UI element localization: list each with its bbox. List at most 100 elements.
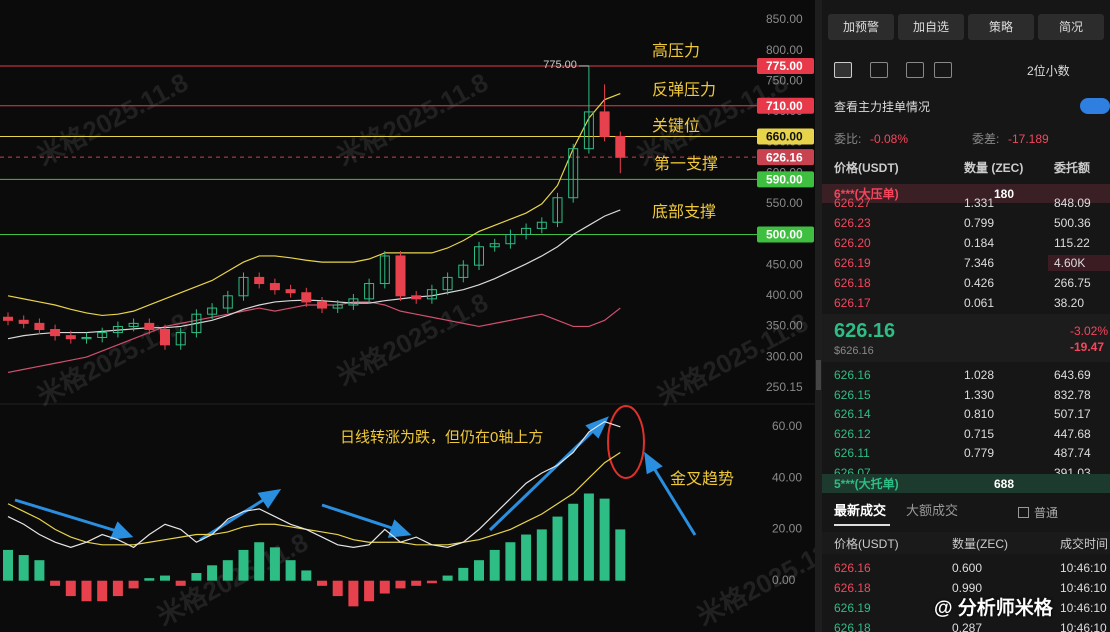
bid-row: 626.11 (834, 446, 870, 460)
ratio-label: 委比: (834, 132, 862, 146)
ask-row: 0.061 (964, 296, 995, 310)
macd-bar (426, 580, 437, 584)
trade-row: 10:46:10 (1060, 581, 1107, 595)
view-icon (906, 62, 924, 78)
macd-tick-label: 0.00 (772, 573, 796, 587)
candle-body (615, 135, 626, 158)
decimals: 2位小数 (1027, 64, 1070, 78)
macd-bar (583, 493, 594, 581)
macd-bar (65, 580, 76, 597)
ask-row: 626.23 (834, 216, 871, 230)
trade-header: 价格(USDT) (834, 537, 899, 551)
macd-bar (112, 580, 123, 597)
macd-bar (379, 580, 390, 594)
level-label: 775.00 (766, 59, 803, 73)
peak-label: 775.00 (543, 59, 577, 71)
trade-header: 成交时间 (1060, 537, 1109, 551)
normal-label: 普通 (1034, 506, 1059, 520)
candle-body (50, 329, 61, 337)
candle-body (269, 283, 280, 291)
level-label: 500.00 (766, 228, 803, 242)
last-usd: $626.16 (834, 345, 874, 357)
macd-bar (285, 560, 296, 581)
macd-bar (442, 575, 453, 581)
bid-row: 1.028 (964, 368, 995, 382)
candle-body (222, 295, 233, 309)
macd-bar (97, 580, 108, 602)
level-tag (757, 226, 814, 243)
candle-body (489, 243, 500, 248)
trade-header-bg (822, 532, 1110, 554)
annotation: 高压力 (652, 42, 700, 60)
button[interactable]: 加预警 (828, 14, 894, 40)
macd-bar (317, 580, 327, 586)
price-tick-label: 800.00 (766, 43, 803, 57)
macd-bar (254, 542, 265, 581)
price-tick-label: 250.15 (766, 380, 803, 394)
button[interactable]: 策略 (968, 14, 1034, 40)
candle-body (442, 276, 453, 291)
trade-row: 626.19 (834, 601, 871, 615)
annotation: 反弹压力 (652, 81, 716, 99)
macd-bar (50, 580, 61, 586)
candle-body (191, 313, 202, 334)
macd-bar (411, 580, 422, 586)
candle-body (128, 322, 139, 327)
big-ask-bg (822, 184, 1110, 203)
last-price: 626.16 (834, 320, 896, 342)
ask-row: 1.331 (964, 196, 995, 210)
chart: 米格2025.11.8 米格2025.11.8 米格2025.11.8米格2025.… (0, 12, 815, 632)
bid-row: 0.715 (964, 426, 995, 441)
macd-bar (536, 529, 547, 581)
ask-row: 626.27 (834, 196, 871, 210)
macd-bar (175, 580, 186, 586)
candle-body (411, 295, 422, 300)
ask-row: 266.75 (1054, 276, 1091, 290)
trade-row: 10:46:10 (1060, 561, 1107, 575)
candle-body (474, 246, 484, 266)
macd-tick-label: 60.00 (772, 419, 802, 433)
checkbox (1018, 507, 1029, 518)
tab[interactable]: 大额成交 (906, 503, 959, 518)
macd-bar (3, 549, 13, 581)
ask-row: 500.36 (1054, 216, 1091, 230)
candle-body (301, 292, 312, 303)
candle-body (175, 332, 186, 346)
candle-body (285, 289, 296, 294)
candle-body (583, 111, 594, 150)
macd-bar (599, 498, 610, 581)
ask-row: 0.799 (964, 216, 995, 230)
bid-row: 626.16 (834, 368, 871, 382)
splitter[interactable] (815, 0, 822, 632)
candle-body (348, 298, 359, 306)
book-header: 数量 (ZEC) (964, 161, 1024, 175)
macd-bar (552, 516, 563, 581)
ask-row: 0.184 (964, 236, 995, 250)
big-bid-name: 5***(大托单) (834, 477, 899, 491)
candle-body (97, 332, 108, 338)
change-abs: -19.47 (1070, 340, 1105, 354)
ask-row: 4.60K (1054, 256, 1086, 270)
macd-bar (458, 567, 469, 581)
candle-body (364, 283, 375, 300)
book-header: 委托额 (1054, 161, 1091, 175)
macd-bar (505, 542, 516, 581)
button[interactable]: 简况 (1038, 14, 1104, 40)
macd-bar (160, 575, 170, 581)
toggle[interactable] (1080, 98, 1110, 114)
button[interactable]: 加自选 (898, 14, 964, 40)
tab-active[interactable]: 最新成交 (834, 503, 887, 518)
price-tick-label: 750.00 (766, 73, 803, 87)
macd-bar (269, 547, 280, 581)
level-tag (757, 97, 814, 114)
macd-bar (489, 549, 500, 581)
macd-bar (128, 580, 139, 589)
bid-row: 832.78 (1054, 387, 1091, 402)
ask-row: 626.18 (834, 276, 871, 290)
candle-body (112, 325, 123, 334)
big-ask-qty: 180 (994, 187, 1015, 201)
candle-body (18, 319, 29, 324)
depth-bar (1048, 255, 1110, 271)
candle-body (254, 276, 265, 285)
